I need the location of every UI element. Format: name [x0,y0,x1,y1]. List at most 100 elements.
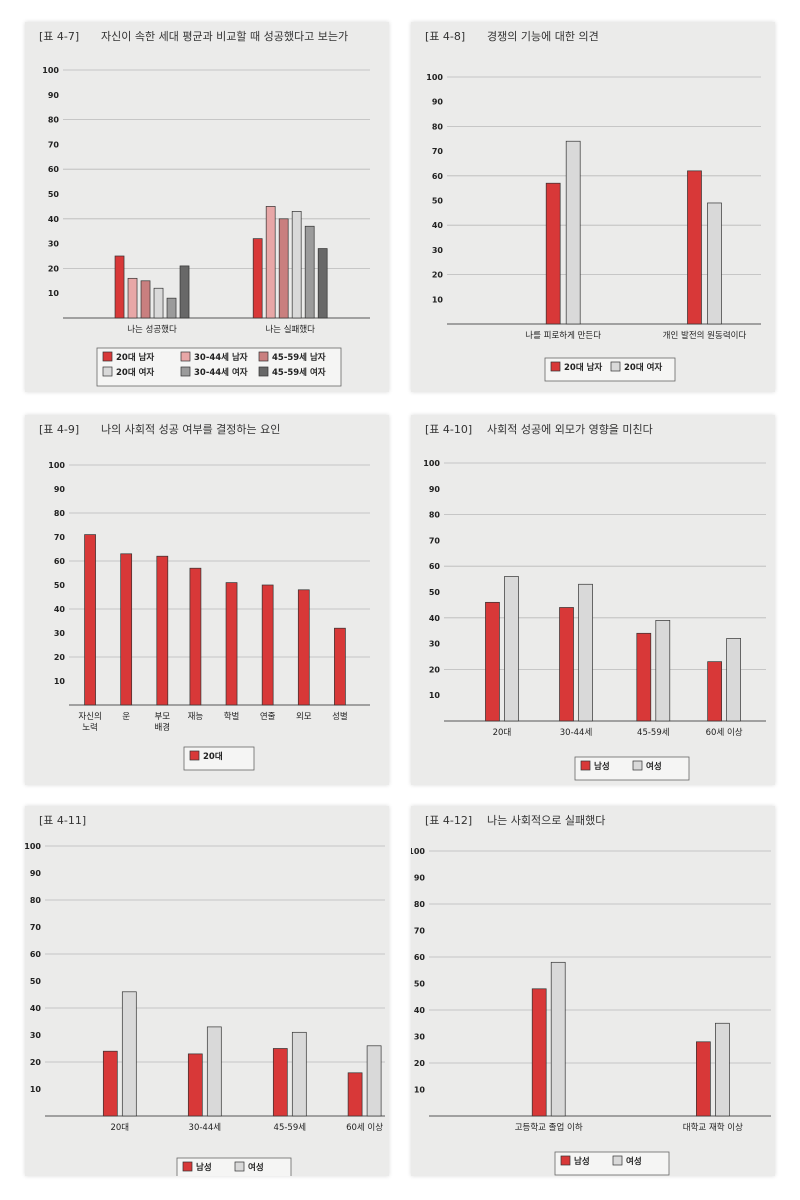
legend-swatch [102,351,113,362]
x-category-label: 45-59세 [274,1123,307,1133]
bar [565,140,581,325]
legend-swatch [610,361,621,372]
y-tick-label: 70 [54,533,66,542]
chart-panel-4-12: [표 4-12] 나는 사회적으로 실패했다 10 20 30 40 50 60 70 80 90 1… [411,806,775,1176]
chart-panel-4-11: [표 4-11] 10 20 30 40 50 60 70 80 90 100 20대 30-44세 45… [25,806,389,1176]
legend-label: 여성 [646,761,662,772]
bar [636,632,652,722]
y-tick-label: 100 [411,847,425,856]
legend-box [574,756,690,781]
y-tick-label: 90 [48,91,60,100]
y-tick-label: 90 [414,874,426,883]
legend-box [176,1157,292,1176]
y-tick-label: 30 [30,1031,42,1040]
x-category-label: 연줄 [260,712,276,722]
chart-4-11: [표 4-11] 10 20 30 40 50 60 70 80 90 100 20대 30-44세 45… [25,814,385,1176]
y-tick-label: 90 [432,98,444,107]
bar [655,620,671,722]
bar [206,1026,222,1117]
bar [531,988,547,1117]
legend-swatch [612,1155,623,1166]
x-category-label: 자신의 노력 [78,711,101,733]
chart-label: [표 4-7] [39,30,79,43]
legend-swatch [180,366,191,377]
bar [726,638,741,722]
bar [291,211,302,319]
bar [153,287,164,319]
y-tick-label: 80 [30,896,42,905]
chart-label: [표 4-8] [425,30,465,43]
legend-label: 여성 [248,1162,264,1173]
x-category-label: 부모 배경 [154,712,170,733]
legend-swatch [550,361,561,372]
bar [265,206,276,319]
bar [578,583,593,722]
y-tick-label: 70 [432,147,444,156]
x-category-label: 대학교 재학 이상 [683,1122,743,1133]
x-category-label: 개인 발전의 원동력이다 [663,330,747,341]
x-category-label: 나는 실패했다 [265,324,315,335]
bar [114,255,125,319]
bar [121,991,137,1117]
bar [261,584,274,706]
y-tick-label: 30 [54,629,66,638]
y-tick-label: 50 [48,190,60,199]
legend-label: 20대 남자 [116,352,154,363]
y-tick-label: 60 [429,562,441,571]
legend-label: 45-59세 남자 [272,352,326,363]
y-tick-label: 50 [54,581,66,590]
bar [252,238,263,319]
x-category-label: 성별 [332,711,348,722]
x-category-label: 외모 [296,711,312,722]
legend-label: 30-44세 여자 [194,367,248,378]
x-category-label: 고등학교 졸업 이하 [515,1122,583,1133]
y-tick-label: 20 [30,1058,42,1067]
bar [102,1050,118,1117]
bar [687,170,702,325]
legend-label: 20대 [203,751,223,762]
chart-title: 나의 사회적 성공 여부를 결정하는 요인 [101,422,280,436]
chart-4-9: [표 4-9] 나의 사회적 성공 여부를 결정하는 요인 10 20 30 40 50 60… [39,422,370,771]
y-tick-label: 70 [30,923,42,932]
bar [187,1053,203,1117]
y-tick-label: 10 [54,677,66,686]
x-category-label: 운 [122,712,130,722]
x-category-label: 재능 [188,712,204,722]
y-tick-label: 30 [48,240,60,249]
y-tick-label: 10 [30,1085,42,1094]
bar [156,555,169,706]
bar [696,1041,711,1117]
x-category-label: 20대 [493,728,512,738]
bar [297,589,310,706]
legend-label: 20대 여자 [624,362,662,373]
chart-4-8: [표 4-8] 경쟁의 기능에 대한 의견 10 20 30 40 50 60 70 80 90 10… [425,30,761,382]
legend-label: 30-44세 남자 [194,352,248,363]
y-tick-label: 90 [54,485,66,494]
x-category-label: 45-59세 [637,728,670,738]
bar [179,265,190,319]
y-tick-label: 90 [30,869,42,878]
y-tick-label: 30 [429,640,441,649]
legend-box [96,347,342,387]
legend-label: 남성 [196,1162,212,1173]
bar [707,661,722,722]
chart-4-7: [표 4-7] 자신이 속한 세대 평균과 비교할 때 성공했다고 보는가 10 20… [39,30,370,387]
y-tick-label: 50 [429,588,441,597]
bar [291,1031,307,1117]
y-tick-label: 60 [30,950,42,959]
chart-label: [표 4-10] [425,423,472,436]
y-tick-label: 10 [432,295,444,304]
legend-label: 남성 [574,1156,590,1167]
x-category-label: 20대 [110,1123,129,1133]
legend-swatch [180,351,191,362]
y-tick-label: 100 [42,66,59,75]
y-tick-label: 40 [414,1006,426,1015]
y-tick-label: 100 [423,459,440,468]
bar [140,280,151,319]
chart-title: 자신이 속한 세대 평균과 비교할 때 성공했다고 보는가 [101,30,348,43]
bar [317,248,328,319]
bar [127,277,138,319]
y-tick-label: 10 [48,289,60,298]
y-tick-label: 80 [54,509,66,518]
legend-swatch [580,760,591,771]
